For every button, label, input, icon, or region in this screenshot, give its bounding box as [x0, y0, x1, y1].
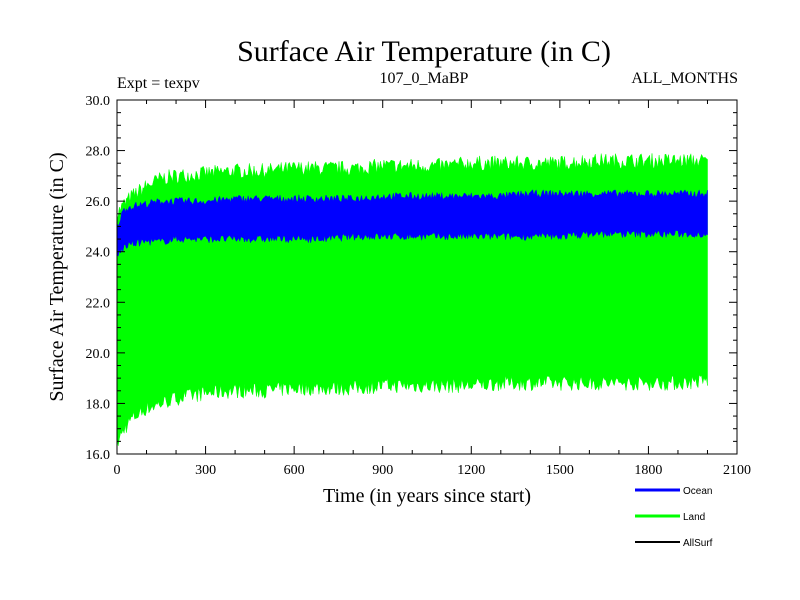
- x-tick-label: 1500: [546, 463, 574, 478]
- series-layer: [116, 153, 708, 446]
- y-tick-label: 30.0: [86, 94, 111, 109]
- y-tick-label: 26.0: [86, 195, 111, 210]
- x-tick-label: 2100: [723, 463, 751, 478]
- chart-title: Surface Air Temperature (in C): [237, 35, 611, 68]
- x-axis-label: Time (in years since start): [323, 485, 531, 507]
- legend: Ocean Land AllSurf: [635, 486, 713, 549]
- x-tick-label: 600: [284, 463, 305, 478]
- ticks-layer: 0 300 600 900 1200 1500 1800 2100 16.0 18.0 20.0 22…: [86, 94, 752, 478]
- x-tick-label: 1200: [457, 463, 485, 478]
- x-tick-label: 0: [114, 463, 121, 478]
- legend-ocean-label: Ocean: [683, 486, 712, 497]
- period-label: 107_0_MaBP: [380, 70, 469, 87]
- x-tick-label: 900: [372, 463, 393, 478]
- x-tick-label: 300: [195, 463, 216, 478]
- months-label: ALL_MONTHS: [631, 70, 738, 87]
- y-tick-label: 28.0: [86, 145, 111, 160]
- y-tick-label: 20.0: [86, 347, 111, 362]
- y-tick-label: 22.0: [86, 296, 111, 311]
- x-tick-label: 1800: [634, 463, 662, 478]
- y-axis-label: Surface Air Temperature (in C): [46, 152, 68, 401]
- y-tick-label: 18.0: [86, 397, 111, 412]
- y-tick-label: 24.0: [86, 246, 111, 261]
- legend-allsurf-label: AllSurf: [683, 538, 713, 549]
- legend-land-label: Land: [683, 512, 705, 523]
- experiment-label: Expt = texpv: [117, 75, 200, 92]
- series-ocean-band: [116, 189, 708, 257]
- y-tick-label: 16.0: [86, 448, 111, 463]
